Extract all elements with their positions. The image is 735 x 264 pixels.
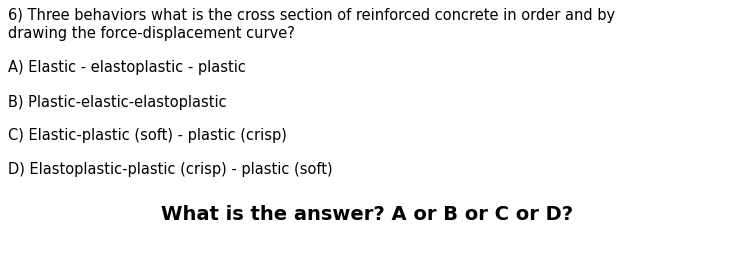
Text: drawing the force-displacement curve?: drawing the force-displacement curve? — [8, 26, 295, 41]
Text: What is the answer? A or B or C or D?: What is the answer? A or B or C or D? — [162, 205, 573, 224]
Text: D) Elastoplastic-plastic (crisp) - plastic (soft): D) Elastoplastic-plastic (crisp) - plast… — [8, 162, 333, 177]
Text: A) Elastic - elastoplastic - plastic: A) Elastic - elastoplastic - plastic — [8, 60, 246, 75]
Text: 6) Three behaviors what is the cross section of reinforced concrete in order and: 6) Three behaviors what is the cross sec… — [8, 8, 615, 23]
Text: C) Elastic-plastic (soft) - plastic (crisp): C) Elastic-plastic (soft) - plastic (cri… — [8, 128, 287, 143]
Text: B) Plastic-elastic-elastoplastic: B) Plastic-elastic-elastoplastic — [8, 95, 226, 110]
